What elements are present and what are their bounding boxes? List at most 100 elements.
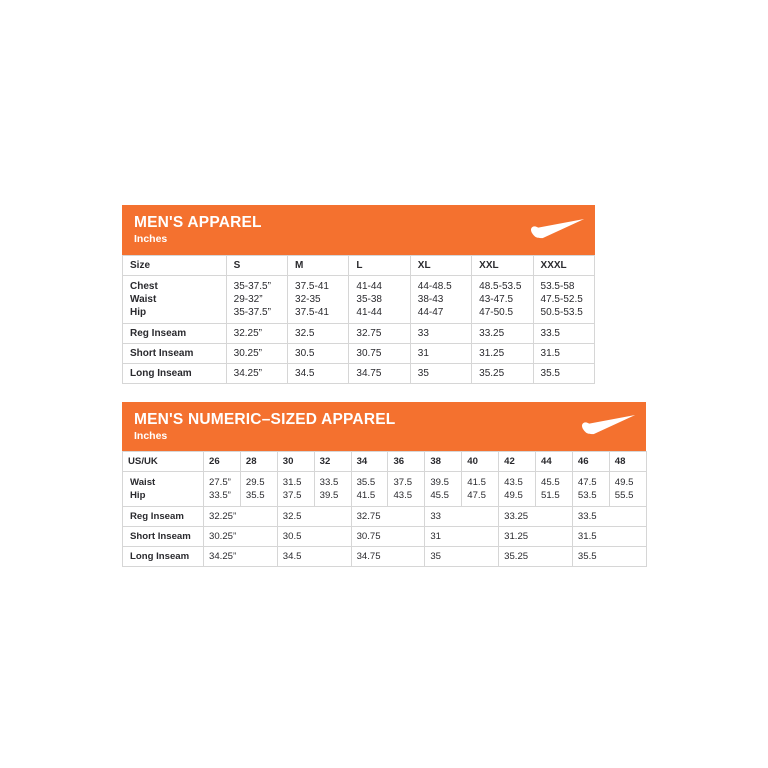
cell-waist-28: 29.5 — [239, 471, 278, 490]
column-header-xxxl: XXXL — [532, 254, 596, 276]
cell-hip-xxxl: 50.5-53.5 — [532, 305, 596, 324]
cell-waist-xxxl: 47.5-52.5 — [532, 292, 596, 306]
cell-short-inseam-42-44: 31.25 — [498, 526, 573, 548]
cell-reg-inseam-l: 32.75 — [348, 322, 411, 344]
cell-long-inseam-46-48: 35.5 — [571, 546, 647, 568]
cell-short-inseam-xxxl: 31.5 — [532, 342, 596, 364]
cell-short-inseam-xl: 31 — [409, 342, 473, 364]
cell-reg-inseam-m: 32.5 — [287, 322, 350, 344]
cell-hip-42: 49.5 — [498, 489, 537, 508]
row-label-chest: Chest — [122, 274, 227, 293]
mens-numeric-sized-apparel-table: US/UK 26 28 30 32 34 36 38 40 42 44 46 4… — [122, 451, 647, 568]
cell-short-inseam-l: 30.75 — [348, 342, 411, 364]
cell-hip-m: 37.5-41 — [287, 305, 350, 324]
row-label-waist: Waist — [122, 292, 227, 306]
cell-waist-46: 47.5 — [571, 471, 610, 490]
mens-numeric-sized-apparel-title: MEN'S NUMERIC–SIZED APPAREL — [134, 410, 396, 428]
cell-reg-inseam-30-32: 32.5 — [276, 506, 352, 528]
cell-reg-inseam-s: 32.25” — [225, 322, 289, 344]
cell-chest-xxl: 48.5-53.5 — [471, 274, 534, 293]
mens-numeric-sized-apparel-header: MEN'S NUMERIC–SIZED APPAREL Inches — [122, 401, 646, 452]
cell-long-inseam-42-44: 35.25 — [498, 546, 573, 568]
cell-reg-inseam-46-48: 33.5 — [571, 506, 647, 528]
cell-hip-l: 41-44 — [348, 305, 411, 324]
row-label-hip: Hip — [122, 489, 204, 508]
cell-waist-40: 41.5 — [461, 471, 500, 490]
mens-apparel-table: Size S M L XL XXL XXXL Chest 35-37.5” 37… — [122, 254, 596, 384]
cell-waist-s: 29-32” — [225, 292, 289, 306]
cell-hip-34: 41.5 — [350, 489, 389, 508]
row-label-reg-inseam: Reg Inseam — [122, 506, 204, 528]
row-label-short-inseam: Short Inseam — [122, 526, 204, 548]
cell-hip-s: 35-37.5” — [225, 305, 289, 324]
column-header-s: S — [225, 254, 289, 276]
cell-waist-34: 35.5 — [350, 471, 389, 490]
cell-reg-inseam-xl: 33 — [409, 322, 473, 344]
table-row: Long Inseam 34.25” 34.5 34.75 35 35.25 3… — [122, 546, 647, 568]
mens-apparel-chart: MEN'S APPAREL Inches Size S M L XL XXL X… — [122, 205, 646, 384]
cell-hip-26: 33.5” — [203, 489, 241, 508]
cell-hip-xl: 44-47 — [409, 305, 473, 324]
table-row: Chest 35-37.5” 37.5-41 41-44 44-48.5 48.… — [122, 274, 596, 293]
column-header-30: 30 — [276, 451, 315, 473]
cell-long-inseam-34-36: 34.75 — [350, 546, 426, 568]
cell-chest-xxxl: 53.5-58 — [532, 274, 596, 293]
cell-short-inseam-26-28: 30.25” — [203, 526, 278, 548]
cell-hip-30: 37.5 — [276, 489, 315, 508]
cell-hip-xxl: 47-50.5 — [471, 305, 534, 324]
column-header-34: 34 — [350, 451, 389, 473]
cell-short-inseam-m: 30.5 — [287, 342, 350, 364]
column-header-xl: XL — [409, 254, 473, 276]
column-header-l: L — [348, 254, 411, 276]
column-header-32: 32 — [313, 451, 352, 473]
table-row: Hip 33.5” 35.5 37.5 39.5 41.5 43.5 45.5 … — [122, 489, 647, 508]
cell-waist-36: 37.5 — [387, 471, 426, 490]
cell-hip-48: 55.5 — [608, 489, 647, 508]
mens-apparel-title: MEN'S APPAREL — [134, 214, 262, 231]
cell-hip-28: 35.5 — [239, 489, 278, 508]
nike-swoosh-icon — [582, 415, 636, 435]
column-header-36: 36 — [387, 451, 426, 473]
row-label-long-inseam: Long Inseam — [122, 546, 204, 568]
table-row: Short Inseam 30.25” 30.5 30.75 31 31.25 … — [122, 342, 596, 364]
column-header-44: 44 — [535, 451, 573, 473]
table-row: Reg Inseam 32.25” 32.5 32.75 33 33.25 33… — [122, 322, 596, 344]
nike-swoosh-icon — [531, 218, 585, 238]
row-label-short-inseam: Short Inseam — [122, 342, 227, 364]
cell-long-inseam-l: 34.75 — [348, 362, 411, 384]
cell-waist-m: 32-35 — [287, 292, 350, 306]
cell-long-inseam-30-32: 34.5 — [276, 546, 352, 568]
cell-long-inseam-38-40: 35 — [424, 546, 500, 568]
cell-hip-36: 43.5 — [387, 489, 426, 508]
cell-short-inseam-38-40: 31 — [424, 526, 500, 548]
cell-reg-inseam-xxxl: 33.5 — [532, 322, 596, 344]
cell-chest-xl: 44-48.5 — [409, 274, 473, 293]
cell-hip-46: 53.5 — [571, 489, 610, 508]
cell-waist-42: 43.5 — [498, 471, 537, 490]
cell-long-inseam-s: 34.25” — [225, 362, 289, 384]
cell-chest-l: 41-44 — [348, 274, 411, 293]
cell-long-inseam-26-28: 34.25” — [203, 546, 278, 568]
table-row: Short Inseam 30.25” 30.5 30.75 31 31.25 … — [122, 526, 647, 548]
cell-long-inseam-xxxl: 35.5 — [532, 362, 596, 384]
column-header-46: 46 — [571, 451, 610, 473]
cell-reg-inseam-34-36: 32.75 — [350, 506, 426, 528]
cell-hip-44: 51.5 — [535, 489, 573, 508]
cell-waist-38: 39.5 — [424, 471, 463, 490]
cell-short-inseam-30-32: 30.5 — [276, 526, 352, 548]
mens-numeric-sized-apparel-unit-label: Inches — [134, 429, 168, 442]
cell-waist-44: 45.5 — [535, 471, 573, 490]
cell-chest-s: 35-37.5” — [225, 274, 289, 293]
cell-waist-48: 49.5 — [608, 471, 647, 490]
table-row: Reg Inseam 32.25” 32.5 32.75 33 33.25 33… — [122, 506, 647, 528]
cell-short-inseam-xxl: 31.25 — [471, 342, 534, 364]
column-header-m: M — [287, 254, 350, 276]
cell-reg-inseam-xxl: 33.25 — [471, 322, 534, 344]
cell-long-inseam-xl: 35 — [409, 362, 473, 384]
column-header-size: Size — [122, 254, 227, 276]
cell-waist-l: 35-38 — [348, 292, 411, 306]
table-header-row: Size S M L XL XXL XXXL — [122, 254, 596, 276]
cell-short-inseam-46-48: 31.5 — [571, 526, 647, 548]
cell-hip-38: 45.5 — [424, 489, 463, 508]
cell-short-inseam-s: 30.25” — [225, 342, 289, 364]
